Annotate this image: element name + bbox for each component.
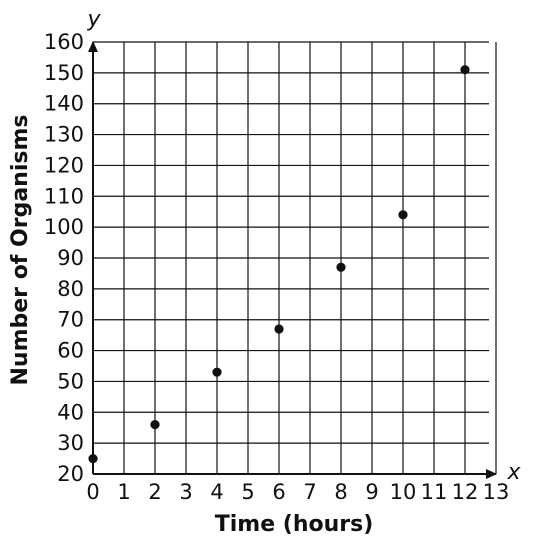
data-point: [88, 453, 98, 464]
x-tick-label: 8: [334, 480, 347, 504]
x-tick-label: 5: [241, 480, 254, 504]
data-point: [274, 324, 284, 334]
y-tick-label: 130: [44, 123, 84, 147]
x-tick-label: 6: [272, 480, 285, 504]
y-tick-label: 50: [57, 369, 84, 393]
x-axis-tick-labels: 0 1 2 3 4 5 6 7 8 9 10 11 12 13: [86, 480, 509, 504]
x-axis-symbol: x: [506, 460, 521, 485]
x-tick-label: 3: [179, 480, 192, 504]
y-tick-label: 140: [44, 92, 84, 116]
data-point: [460, 65, 470, 75]
data-point: [150, 420, 160, 430]
x-tick-label: 4: [210, 480, 223, 504]
x-tick-label: 0: [86, 480, 99, 504]
x-tick-label: 1: [117, 480, 130, 504]
x-tick-label: 12: [452, 480, 479, 504]
y-axis-title: Number of Organisms: [8, 115, 33, 386]
x-tick-label: 9: [365, 480, 378, 504]
y-tick-label: 160: [44, 30, 84, 54]
y-tick-label: 150: [44, 61, 84, 85]
y-axis-tick-labels: 20 30 40 50 60 70 80 90 100 110 120 130 140 150 160: [44, 30, 84, 486]
y-tick-label: 90: [57, 246, 84, 270]
x-tick-label: 7: [303, 480, 316, 504]
y-tick-label: 110: [44, 184, 84, 208]
x-tick-label: 2: [148, 480, 161, 504]
y-tick-label: 30: [57, 431, 84, 455]
y-tick-label: 80: [57, 277, 84, 301]
axes: [88, 41, 497, 479]
y-tick-label: 20: [57, 462, 84, 486]
y-tick-label: 40: [57, 400, 84, 424]
data-point: [212, 367, 222, 377]
data-points: [88, 65, 470, 464]
y-tick-label: 60: [57, 339, 84, 363]
data-point: [336, 262, 346, 272]
y-tick-label: 70: [57, 308, 84, 332]
data-point: [398, 210, 408, 220]
x-tick-label: 13: [483, 480, 510, 504]
y-tick-label: 120: [44, 153, 84, 177]
x-tick-label: 10: [390, 480, 417, 504]
x-tick-label: 11: [421, 480, 448, 504]
grid: [93, 41, 497, 474]
y-tick-label: 100: [44, 215, 84, 239]
x-axis-arrow-icon: [486, 469, 497, 479]
y-axis-arrow-icon: [88, 41, 98, 52]
x-axis-title: Time (hours): [215, 512, 374, 537]
y-axis-symbol: y: [86, 7, 101, 32]
